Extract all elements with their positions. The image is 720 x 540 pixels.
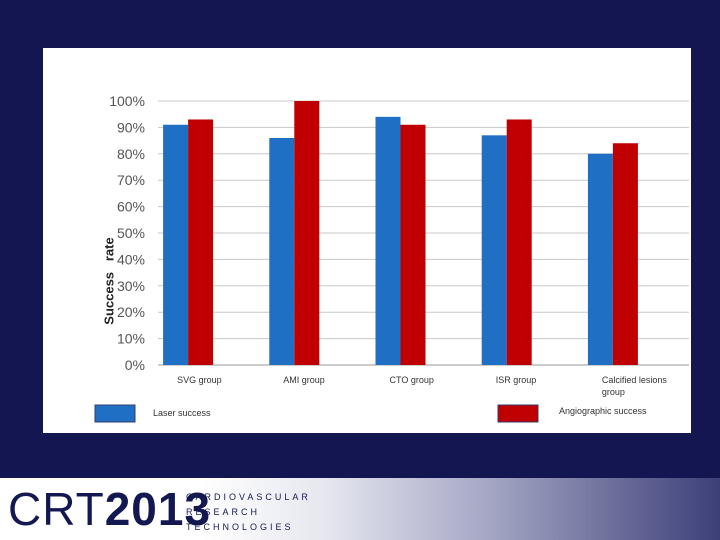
x-tick-label: Calcified lesions group — [602, 375, 668, 397]
y-tick-label: 10% — [117, 331, 145, 347]
logo-year-text: 2013 — [104, 483, 212, 535]
chart-panel: 0% 10% 20% 30% 40% 50% 60% 70% 80% 90% 100% SVG gr… — [43, 48, 691, 433]
bar-chart: 0% 10% 20% 30% 40% 50% 60% 70% 80% 90% 100% SVG gr… — [94, 93, 689, 423]
y-tick-label: 70% — [117, 172, 145, 188]
legend-label-angio: Angiographic success — [559, 406, 647, 416]
x-tick-label: CTO group — [390, 375, 434, 385]
x-tick-label: SVG group — [177, 375, 222, 385]
legend-swatch-angio — [497, 404, 539, 423]
bar-0-0 — [163, 124, 189, 365]
bar-0-3 — [481, 135, 507, 365]
logo-line-3: TECHNOLOGIES — [186, 522, 294, 532]
legend-swatch-laser — [94, 404, 136, 423]
y-axis-label: Success rate — [101, 237, 117, 325]
x-tick-label: ISR group — [496, 375, 537, 385]
y-tick-label: 60% — [117, 199, 145, 215]
bar-0-2 — [375, 116, 401, 365]
legend: Laser success Angiographic success — [94, 404, 647, 423]
legend-label-laser: Laser success — [153, 408, 211, 418]
y-tick-label: 80% — [117, 146, 145, 162]
y-tick-label: 50% — [117, 225, 145, 241]
logo-words: CARDIOVASCULAR RESEARCH TECHNOLOGIES — [186, 490, 311, 535]
y-tick-label: 100% — [109, 93, 145, 109]
bar-1-0 — [188, 119, 214, 365]
bar-1-1 — [294, 101, 320, 365]
y-tick-label: 30% — [117, 278, 145, 294]
bar-0-4 — [587, 153, 613, 365]
bar-1-2 — [400, 124, 426, 365]
logo-crt-text: CRT — [8, 483, 105, 535]
x-tick-label: AMI group — [283, 375, 325, 385]
logo-line-2: RESEARCH — [186, 507, 261, 517]
y-tick-label: 20% — [117, 304, 145, 320]
x-tick-labels: SVG group AMI group CTO group ISR group Calc… — [177, 375, 667, 397]
bar-0-1 — [269, 137, 295, 365]
bars — [163, 101, 638, 365]
y-tick-label: 40% — [117, 251, 145, 267]
logo-line-1: CARDIOVASCULAR — [186, 492, 311, 502]
y-tick-label: 0% — [125, 357, 145, 373]
crt-logo: CRT2013 — [8, 484, 211, 534]
y-tick-label: 90% — [117, 119, 145, 135]
bar-1-4 — [612, 143, 638, 365]
bar-1-3 — [506, 119, 532, 365]
y-tick-labels: 0% 10% 20% 30% 40% 50% 60% 70% 80% 90% 100% — [109, 93, 145, 373]
footer-banner: CRT2013 CARDIOVASCULAR RESEARCH TECHNOLO… — [0, 478, 720, 540]
